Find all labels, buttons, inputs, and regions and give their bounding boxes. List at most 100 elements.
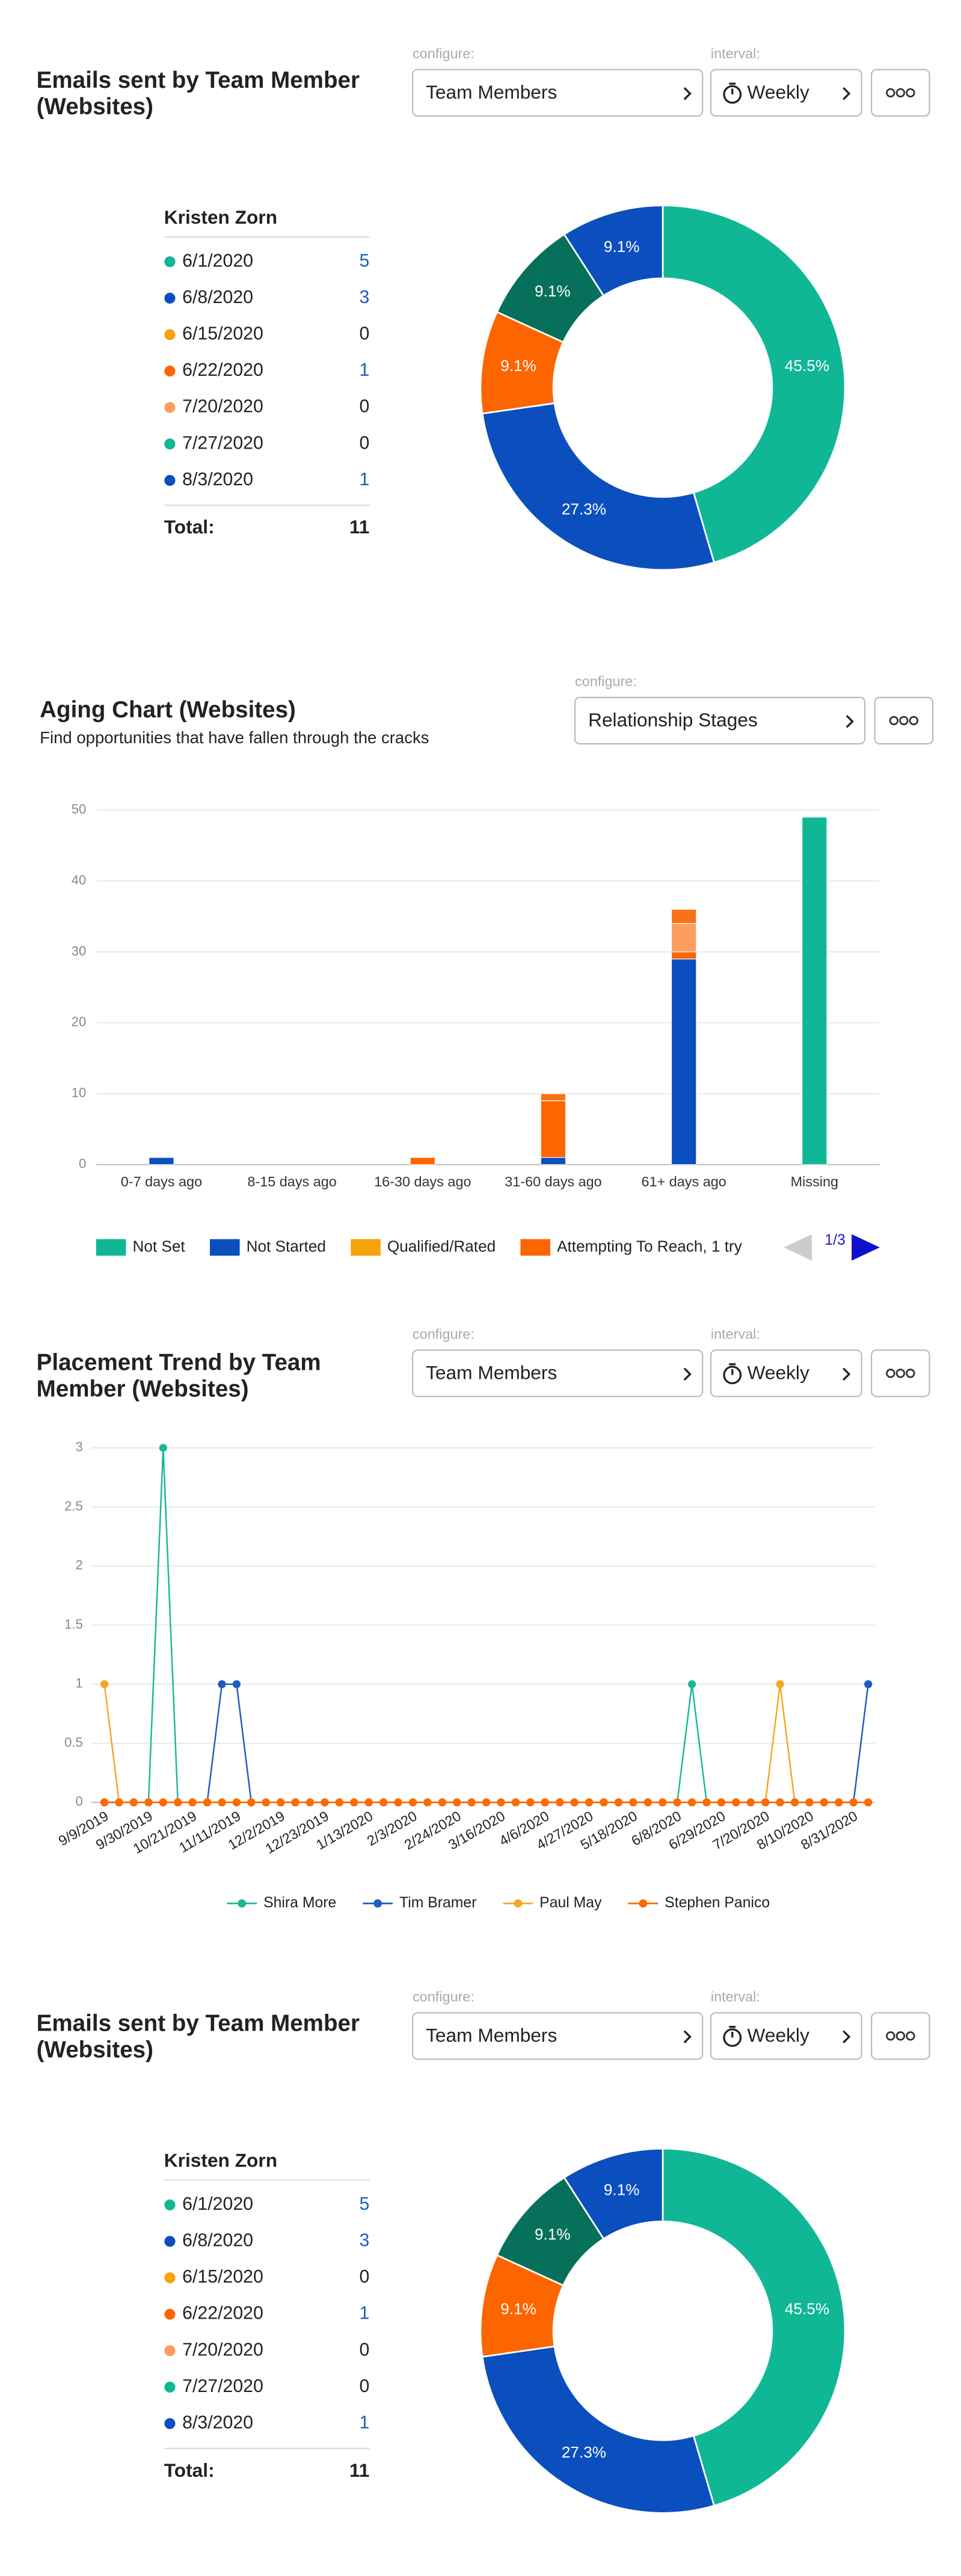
row-label: 6/1/2020 [182, 2194, 253, 2214]
button-frame[interactable] [710, 1349, 862, 1397]
button-frame[interactable] [874, 696, 934, 745]
button-text[interactable]: Weekly [748, 2025, 809, 2046]
row-label: 8/3/2020 [182, 2413, 253, 2433]
control-button[interactable]: Team Members [411, 69, 704, 117]
y-tick-label: 10 [72, 1085, 87, 1100]
bar-segment [410, 1157, 436, 1165]
control-button[interactable]: Weekly [710, 69, 862, 117]
more-button[interactable] [874, 696, 934, 745]
button-frame[interactable] [411, 1349, 704, 1397]
slice-label: 9.1% [535, 282, 571, 300]
button-frame[interactable] [871, 69, 930, 117]
bar-segment [671, 958, 697, 1165]
slice-label: 9.1% [604, 2181, 640, 2199]
total-value: 11 [349, 2459, 369, 2481]
chevron [843, 2030, 851, 2044]
slice-label: 27.3% [562, 2443, 606, 2461]
data-point [159, 1798, 167, 1807]
dot-icon [906, 88, 915, 97]
row-value: 5 [360, 251, 370, 271]
y-tick-label: 0 [76, 1794, 83, 1809]
data-point [277, 1798, 285, 1807]
dot-icon [895, 88, 906, 97]
chevron [843, 87, 851, 100]
y-tick-label: 2.5 [64, 1498, 83, 1513]
row-value: 1 [360, 2413, 370, 2433]
legend-dot [164, 2308, 176, 2320]
button-text[interactable]: Team Members [426, 2025, 557, 2046]
panel-title: Emails sent by Team Member (Websites) [37, 66, 360, 119]
chevron [683, 2030, 692, 2044]
dot-icon [886, 1369, 895, 1378]
pager-prev[interactable] [784, 1234, 812, 1261]
data-point [364, 1798, 373, 1807]
legend-label: Tim Bramer [399, 1895, 477, 1911]
legend-dot [639, 1899, 648, 1908]
data-point [732, 1798, 740, 1807]
button-frame[interactable] [574, 696, 866, 745]
data-point [394, 1798, 402, 1807]
button-frame[interactable] [871, 1349, 930, 1397]
data-point [614, 1798, 623, 1807]
button-frame[interactable] [871, 2012, 930, 2060]
button-text[interactable]: Weekly [748, 1362, 809, 1384]
chevron [846, 714, 854, 728]
more-button[interactable] [871, 2012, 930, 2060]
row-value: 1 [360, 2304, 370, 2323]
data-point [482, 1798, 491, 1807]
bar-segment [671, 951, 697, 960]
row-label: 6/15/2020 [182, 2267, 263, 2287]
legend-dot [164, 474, 176, 486]
button-frame[interactable] [411, 2012, 704, 2060]
data-point [643, 1798, 652, 1807]
button-text[interactable]: Team Members [426, 81, 557, 103]
button-text[interactable]: Relationship Stages [588, 709, 758, 731]
pager-next[interactable] [852, 1234, 880, 1261]
control-button[interactable]: Team Members [411, 1349, 704, 1397]
row-label: 7/20/2020 [182, 397, 263, 417]
data-point [570, 1798, 579, 1807]
donut-slice [563, 204, 664, 297]
button-frame[interactable] [411, 69, 704, 117]
control-button[interactable]: Team Members [411, 2012, 704, 2060]
control-label: configure: [575, 673, 637, 689]
donut-slice [563, 2147, 664, 2240]
data-point [776, 1680, 784, 1688]
legend-dot [164, 2381, 176, 2393]
more-button[interactable] [871, 69, 930, 117]
data-point [408, 1798, 417, 1807]
data-point [467, 1798, 476, 1807]
legend-dot [164, 402, 176, 413]
data-point [218, 1680, 226, 1688]
total-value: 11 [349, 516, 369, 538]
button-frame[interactable] [710, 69, 862, 117]
more-button[interactable] [871, 1349, 930, 1397]
button-frame[interactable] [710, 2012, 862, 2060]
control-label: interval: [711, 1326, 760, 1342]
x-tick-label: 8-15 days ago [247, 1174, 336, 1189]
data-point [232, 1680, 241, 1688]
x-tick-label: 31-60 days ago [505, 1174, 601, 1189]
subtitle: Find opportunities that have fallen thro… [40, 728, 429, 747]
slice-label: 9.1% [500, 357, 536, 375]
button-text[interactable]: Team Members [426, 1362, 557, 1384]
row-value: 0 [360, 2340, 370, 2360]
legend-dot [164, 292, 176, 304]
legend-dot [164, 2418, 176, 2429]
row-label: 6/8/2020 [182, 287, 253, 307]
slice-label: 9.1% [604, 238, 640, 256]
chevron [843, 1367, 851, 1381]
control-button[interactable]: Weekly [710, 1349, 862, 1397]
data-point [541, 1798, 549, 1807]
panel-title-text: Emails sent by Team Member (Websites) [36, 2009, 360, 2062]
row-label: 7/27/2020 [182, 2376, 263, 2396]
legend-label: Paul May [539, 1895, 602, 1911]
data-point [585, 1798, 594, 1807]
control-button[interactable]: Relationship Stages [574, 696, 866, 745]
button-text[interactable]: Weekly [748, 81, 809, 103]
control-button[interactable]: Weekly [710, 2012, 862, 2060]
data-point [188, 1798, 197, 1807]
bar-segment [540, 1100, 566, 1158]
